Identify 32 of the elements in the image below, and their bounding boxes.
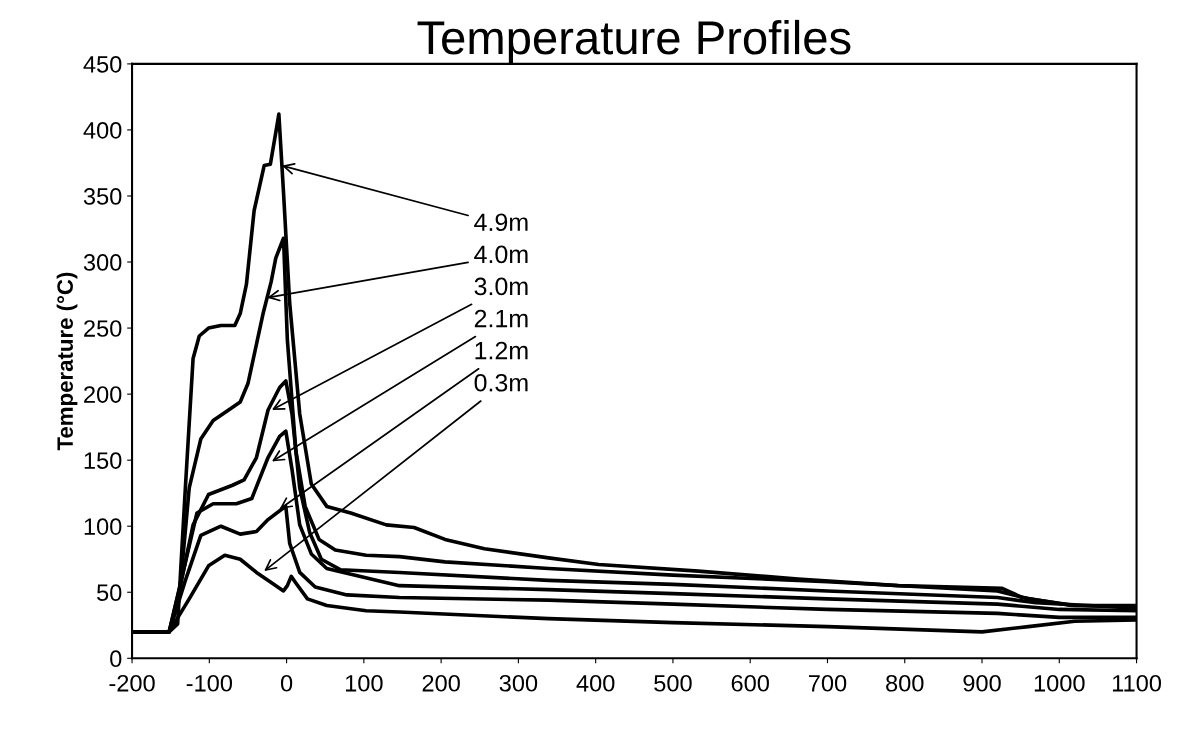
x-tick-label: 700 <box>808 674 847 692</box>
annotation: 2.1m <box>474 309 528 328</box>
annotation: 4.9m <box>474 213 528 232</box>
y-tick-label: 100 <box>84 518 122 535</box>
y-tick-label: 50 <box>97 584 122 602</box>
x-tick-label: 1000 <box>1034 674 1085 692</box>
x-tick-label: 600 <box>731 674 769 692</box>
annotation: 0.3m <box>474 373 528 392</box>
x-tick-label: 900 <box>963 674 1001 692</box>
y-axis-title: Temperature (°C) <box>56 272 78 451</box>
x-tick-label: 0 <box>280 674 293 692</box>
y-tick-label: 0 <box>110 650 122 668</box>
y-tick-label: 350 <box>83 188 122 205</box>
y-tick-label: 450 <box>83 55 122 73</box>
y-tick-label: 200 <box>84 386 122 403</box>
chart-title: Temperature Profiles <box>417 19 851 64</box>
annotation: 4.0m <box>474 245 528 264</box>
y-tick-label: 150 <box>84 452 122 469</box>
x-tick-label: 800 <box>886 674 924 692</box>
x-tick-label: 200 <box>422 674 460 692</box>
y-tick-label: 300 <box>83 254 122 271</box>
annotation: 3.0m <box>474 277 528 296</box>
x-tick-label: -100 <box>186 674 233 692</box>
x-tick-label: 300 <box>499 674 538 692</box>
annotation: 1.2m <box>475 341 528 360</box>
y-tick-label: 400 <box>83 122 122 139</box>
y-tick-label: 250 <box>84 320 122 337</box>
x-tick-label: 400 <box>576 674 615 692</box>
x-tick-label: 1100 <box>1112 674 1162 692</box>
x-tick-label: -200 <box>109 674 155 692</box>
x-tick-label: 500 <box>654 674 692 692</box>
x-tick-label: 100 <box>345 674 383 692</box>
